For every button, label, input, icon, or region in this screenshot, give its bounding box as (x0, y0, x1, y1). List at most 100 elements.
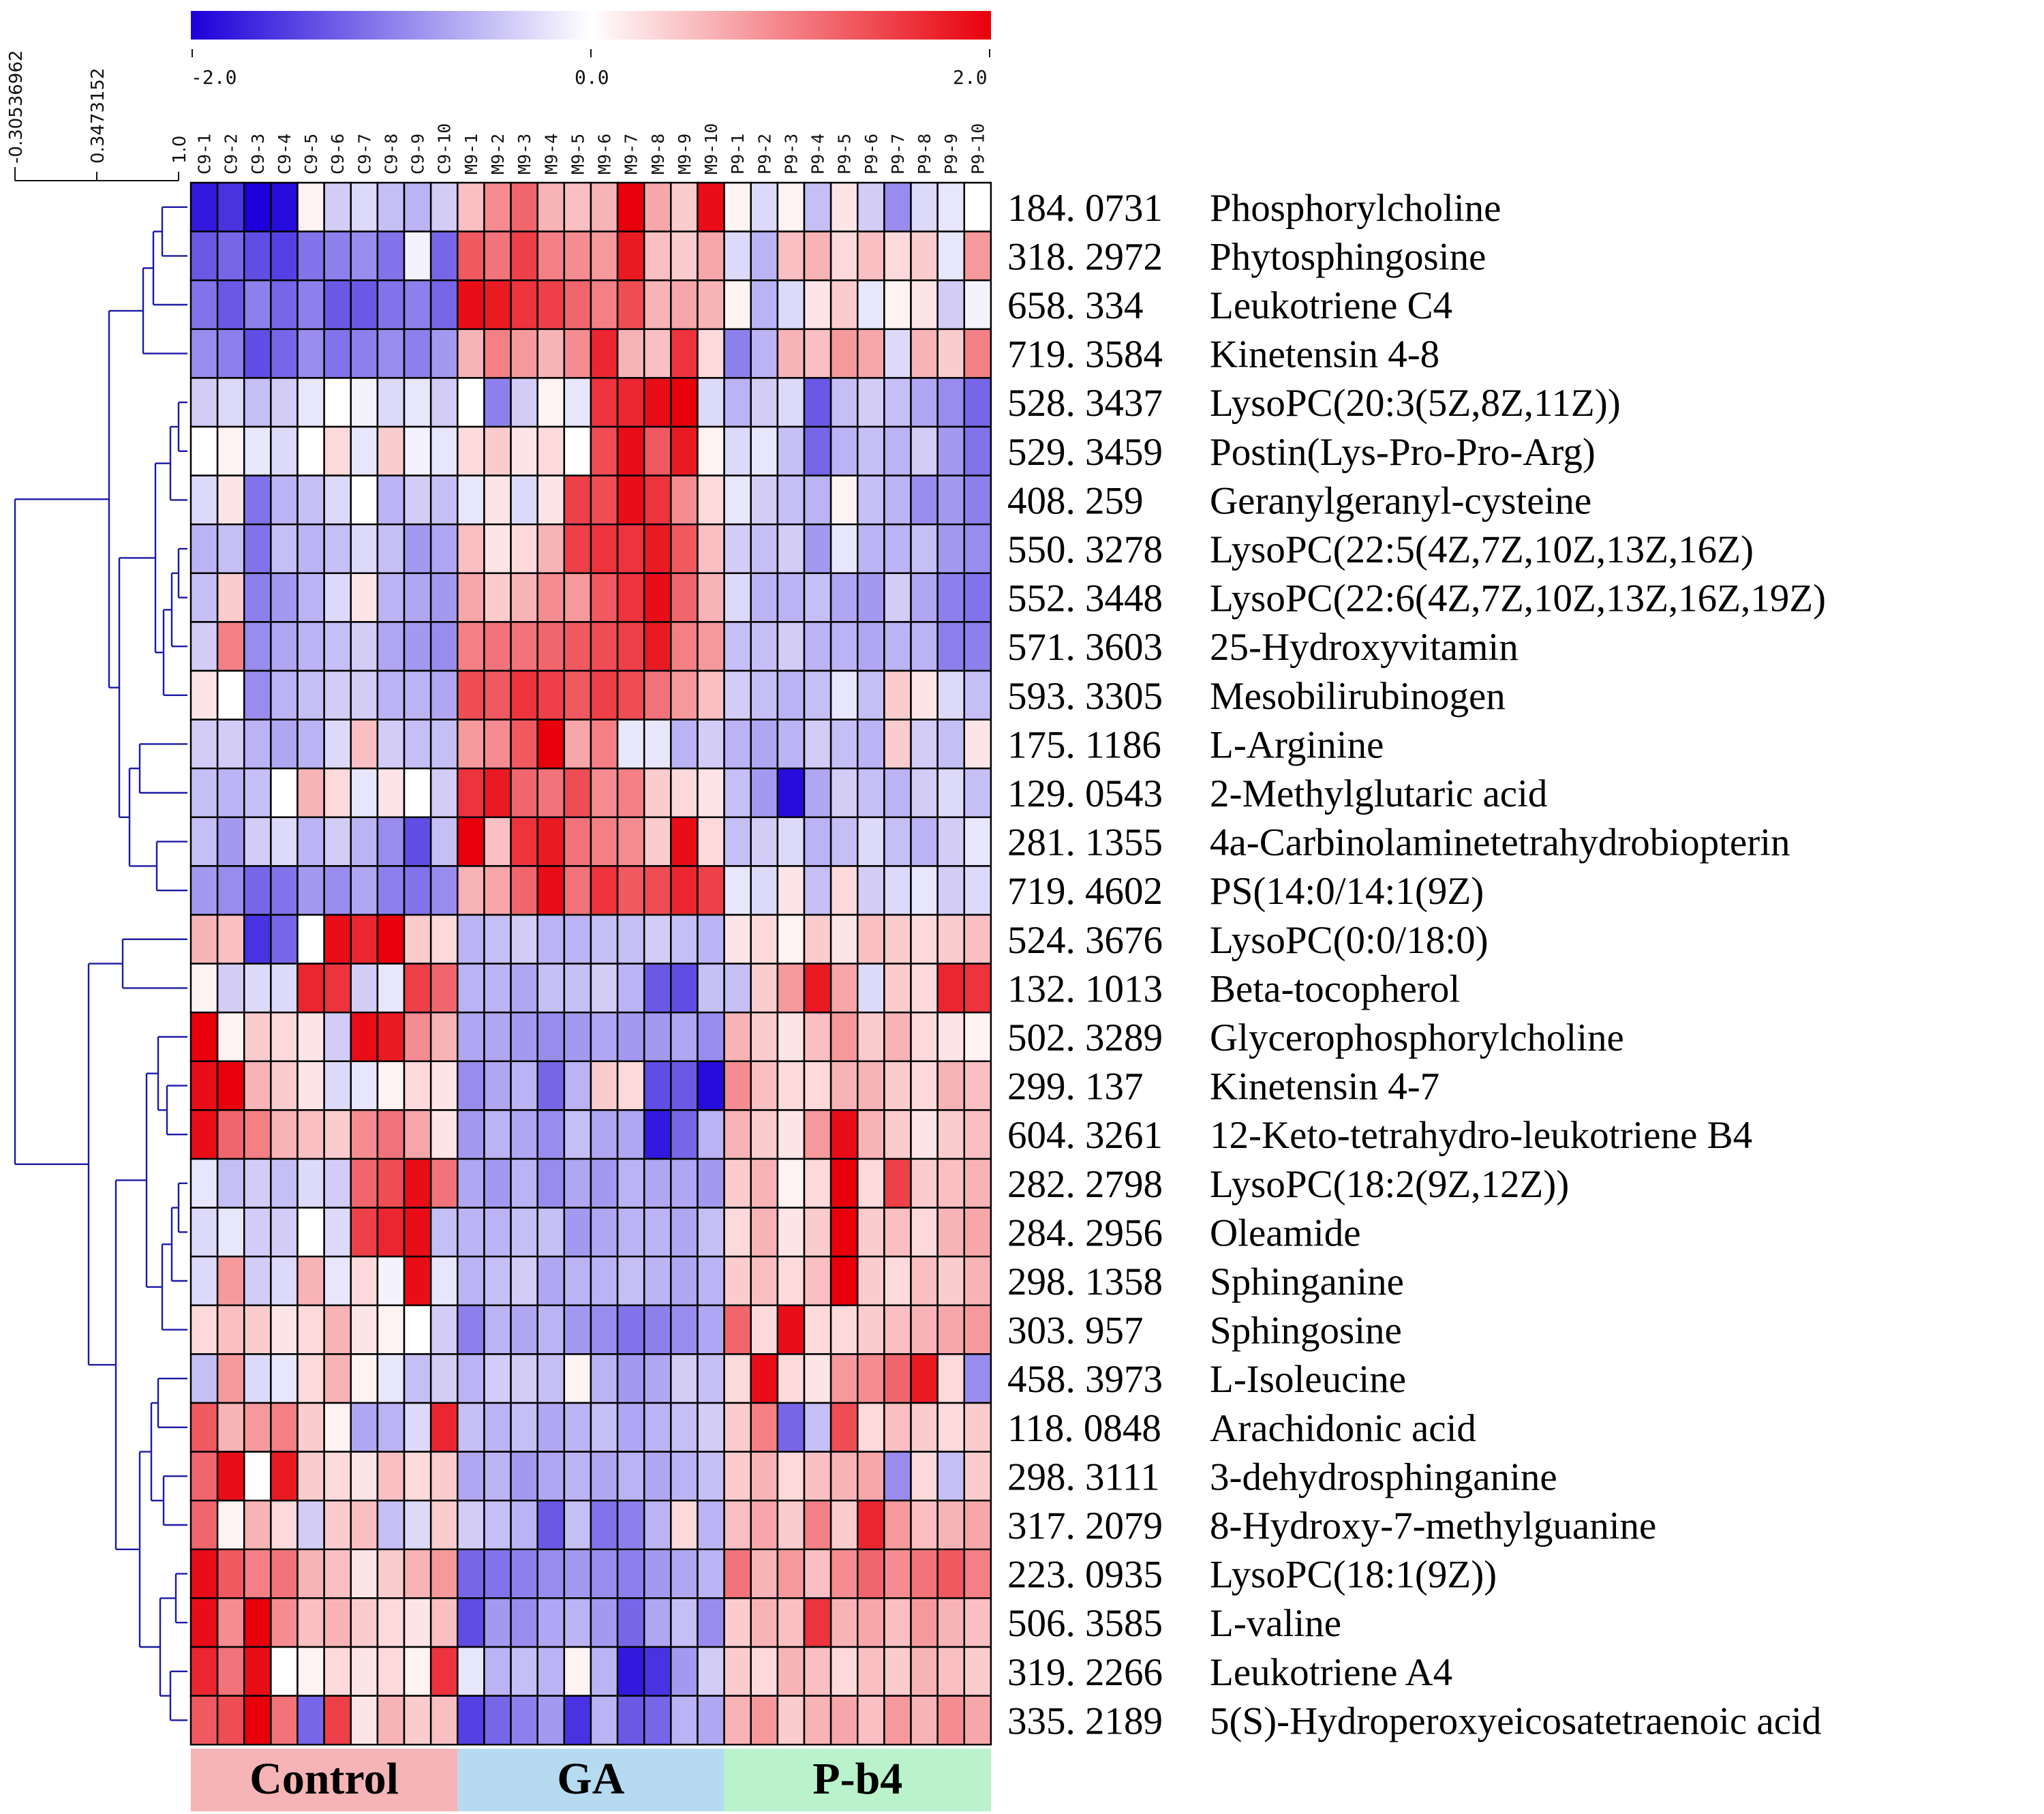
heatmap-cell (350, 1597, 379, 1648)
heatmap-cell (643, 1353, 672, 1404)
heatmap-cell (803, 767, 832, 819)
heatmap-cell (670, 230, 699, 282)
heatmap-cell (510, 1695, 538, 1746)
heatmap-cell (296, 913, 325, 965)
heatmap-cell (296, 425, 325, 477)
heatmap-cell (750, 669, 779, 721)
heatmap-cell (563, 572, 592, 623)
heatmap-cell (670, 1451, 699, 1502)
heatmap-cell (536, 865, 566, 916)
heatmap-cell (323, 181, 352, 232)
heatmap-cell (216, 1158, 245, 1209)
heatmap-cell (216, 1548, 245, 1599)
heatmap-cell (350, 328, 379, 379)
heatmap-cell (483, 1060, 512, 1111)
heatmap-cell (296, 1304, 325, 1355)
heatmap-cell (829, 1402, 859, 1453)
heatmap-cell (189, 474, 219, 526)
heatmap-cell (723, 1207, 752, 1258)
heatmap-cell (590, 1304, 619, 1355)
heatmap-cell (350, 1060, 379, 1111)
heatmap-cell (563, 1499, 592, 1551)
heatmap-cell (723, 1109, 752, 1160)
heatmap-cell (376, 1402, 406, 1453)
heatmap-cell (563, 1695, 592, 1746)
heatmap-cell (829, 279, 859, 331)
heatmap-cell (270, 1158, 299, 1209)
heatmap-cell (429, 1499, 459, 1551)
heatmap-cell (750, 523, 779, 575)
column-label: C9-2 (222, 134, 241, 175)
heatmap-cell (723, 1646, 752, 1697)
heatmap-cell (910, 230, 939, 282)
heatmap-cell (189, 1353, 219, 1404)
heatmap-cell (936, 1402, 966, 1453)
heatmap-cell (510, 523, 538, 575)
heatmap-cell (563, 1304, 592, 1355)
heatmap-cell (510, 816, 538, 867)
heatmap-cell (643, 1695, 672, 1746)
heatmap-cell (189, 1304, 219, 1355)
row-name-label: Phosphorylcholine (1210, 187, 1501, 230)
heatmap-cell (296, 1548, 325, 1599)
heatmap-cell (457, 1304, 485, 1355)
heatmap-cell (776, 425, 806, 477)
heatmap-cell (963, 328, 992, 379)
heatmap-cell (536, 1695, 566, 1746)
heatmap-cell (483, 865, 512, 916)
heatmap-cell (536, 572, 566, 623)
row-name-label: Kinetensin 4-8 (1210, 333, 1439, 376)
heatmap-cell (457, 1402, 485, 1453)
heatmap-cell (189, 1158, 219, 1209)
heatmap-cell (883, 377, 912, 428)
heatmap-cell (776, 767, 806, 819)
heatmap-cell (776, 1109, 806, 1160)
heatmap-cell (403, 523, 432, 575)
heatmap-cell (776, 1695, 806, 1746)
heatmap-cell (963, 963, 992, 1014)
heatmap-cell (829, 328, 859, 379)
heatmap-cell (216, 425, 245, 477)
heatmap-cell (189, 816, 219, 867)
heatmap-cell (936, 1109, 966, 1160)
heatmap-cell (483, 474, 512, 526)
heatmap-cell (350, 1207, 379, 1258)
heatmap-cell (723, 328, 752, 379)
heatmap-cell (643, 621, 672, 672)
heatmap-cell (750, 621, 779, 672)
heatmap-cell (563, 669, 592, 721)
heatmap-cell (750, 474, 779, 526)
heatmap-cell (189, 181, 219, 232)
heatmap-cell (857, 963, 885, 1014)
heatmap-cell (457, 1011, 485, 1063)
heatmap-cell (510, 328, 538, 379)
heatmap-cell (323, 1646, 352, 1697)
heatmap-cell (243, 1011, 272, 1063)
heatmap-cell (216, 1353, 245, 1404)
heatmap-cell (857, 523, 885, 575)
heatmap-cell (670, 181, 699, 232)
heatmap-cell (457, 1158, 485, 1209)
row-dendrogram (14, 206, 187, 1721)
heatmap-cell (563, 621, 592, 672)
heatmap-cell (750, 181, 779, 232)
row-mz-label: 299. 137 (1007, 1065, 1144, 1108)
dendro-scale-label-3: 1.0 (170, 136, 190, 164)
heatmap-cell (296, 377, 325, 428)
heatmap-cell (243, 1353, 272, 1404)
heatmap-cell (350, 963, 379, 1014)
heatmap-cell (323, 816, 352, 867)
heatmap-cell (243, 377, 272, 428)
heatmap-cell (429, 1109, 459, 1160)
heatmap-cell (776, 1646, 806, 1697)
heatmap-cell (643, 669, 672, 721)
heatmap-cell (296, 279, 325, 331)
heatmap-cell (643, 963, 672, 1014)
heatmap-cell (963, 1353, 992, 1404)
heatmap-cell (296, 1353, 325, 1404)
heatmap-cell (963, 572, 992, 623)
heatmap-cell (643, 913, 672, 965)
heatmap-cell (323, 1695, 352, 1746)
column-label: C9-6 (328, 134, 348, 175)
